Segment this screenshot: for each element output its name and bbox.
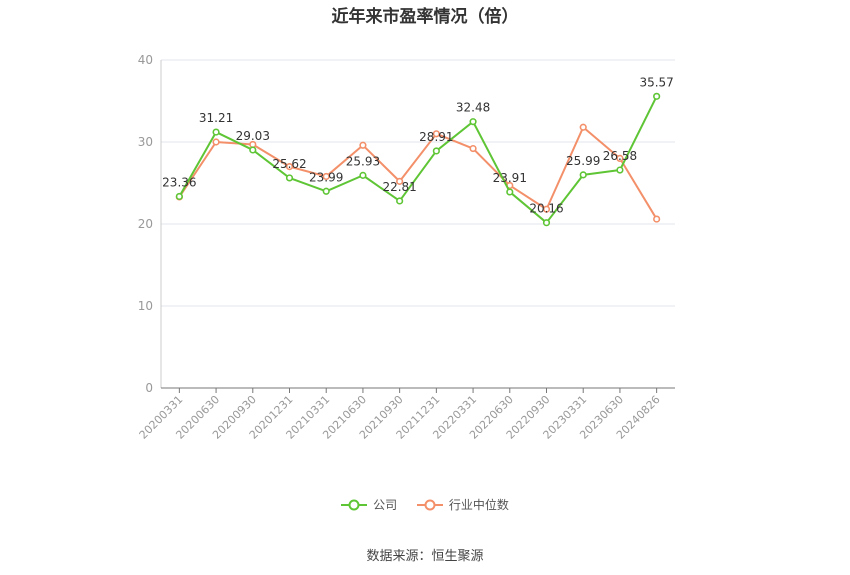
series-point-0 bbox=[542, 219, 551, 227]
series-point-1 bbox=[285, 163, 294, 171]
y-tick-label: 10 bbox=[138, 299, 153, 313]
data-label: 28.91 bbox=[419, 130, 453, 144]
series-point-0 bbox=[432, 147, 440, 155]
series-point-0 bbox=[469, 118, 477, 126]
data-label: 25.99 bbox=[566, 154, 600, 168]
y-tick-label: 30 bbox=[138, 135, 153, 149]
series-point-1 bbox=[432, 130, 440, 138]
data-label: 25.93 bbox=[346, 154, 380, 168]
series-point-0 bbox=[653, 92, 661, 100]
series-point-0 bbox=[616, 166, 624, 174]
series-point-1 bbox=[212, 138, 220, 146]
legend-item-industry[interactable]: 行业中位数 bbox=[416, 496, 509, 513]
series-point-1 bbox=[359, 141, 367, 149]
legend-industry-label: 行业中位数 bbox=[448, 498, 509, 512]
series-point-0 bbox=[579, 171, 587, 179]
series-point-1 bbox=[396, 177, 404, 185]
series-point-1 bbox=[542, 205, 551, 213]
series-point-0 bbox=[285, 174, 294, 182]
source-note: 数据来源：恒生聚源 bbox=[366, 549, 484, 564]
data-label: 22.81 bbox=[382, 180, 416, 194]
legend-industry-marker bbox=[416, 499, 443, 510]
series-point-0 bbox=[322, 187, 330, 195]
series-point-1 bbox=[653, 215, 661, 223]
series-point-1 bbox=[322, 172, 330, 181]
y-tick-label: 0 bbox=[145, 381, 153, 395]
legend-company-marker bbox=[341, 499, 368, 510]
chart-title: 近年来市盈率情况（倍） bbox=[331, 7, 519, 27]
series-point-0 bbox=[506, 188, 514, 196]
series-point-0 bbox=[212, 128, 220, 136]
data-label: 20.16 bbox=[529, 202, 563, 216]
series-line-1 bbox=[178, 126, 658, 220]
legend-item-company[interactable]: 公司 bbox=[341, 496, 397, 513]
series-line-0 bbox=[178, 95, 658, 224]
data-label: 23.91 bbox=[493, 171, 527, 185]
series-point-0 bbox=[396, 197, 404, 205]
data-label: 31.21 bbox=[199, 111, 233, 125]
data-label: 32.48 bbox=[456, 101, 490, 115]
data-label: 35.57 bbox=[639, 75, 673, 89]
legend-company-label: 公司 bbox=[373, 498, 398, 512]
y-tick-label: 20 bbox=[138, 217, 153, 231]
grid-lines bbox=[161, 59, 675, 307]
line-chart: 0102030402020033120200630202009302020123… bbox=[137, 53, 675, 442]
y-tick-label: 40 bbox=[138, 53, 153, 67]
legend: 公司 行业中位数 bbox=[0, 496, 850, 514]
series-point-1 bbox=[616, 154, 624, 162]
series-group bbox=[175, 92, 661, 227]
series-point-0 bbox=[249, 146, 257, 154]
data-label: 23.36 bbox=[162, 175, 196, 189]
series-point-1 bbox=[469, 144, 477, 153]
series-point-1 bbox=[579, 123, 587, 131]
series-point-0 bbox=[359, 171, 367, 179]
data-label: 26.58 bbox=[603, 149, 637, 163]
data-label: 23.99 bbox=[309, 170, 343, 184]
series-point-0 bbox=[175, 192, 183, 201]
data-label: 29.03 bbox=[236, 129, 270, 143]
data-label: 25.62 bbox=[272, 157, 306, 171]
